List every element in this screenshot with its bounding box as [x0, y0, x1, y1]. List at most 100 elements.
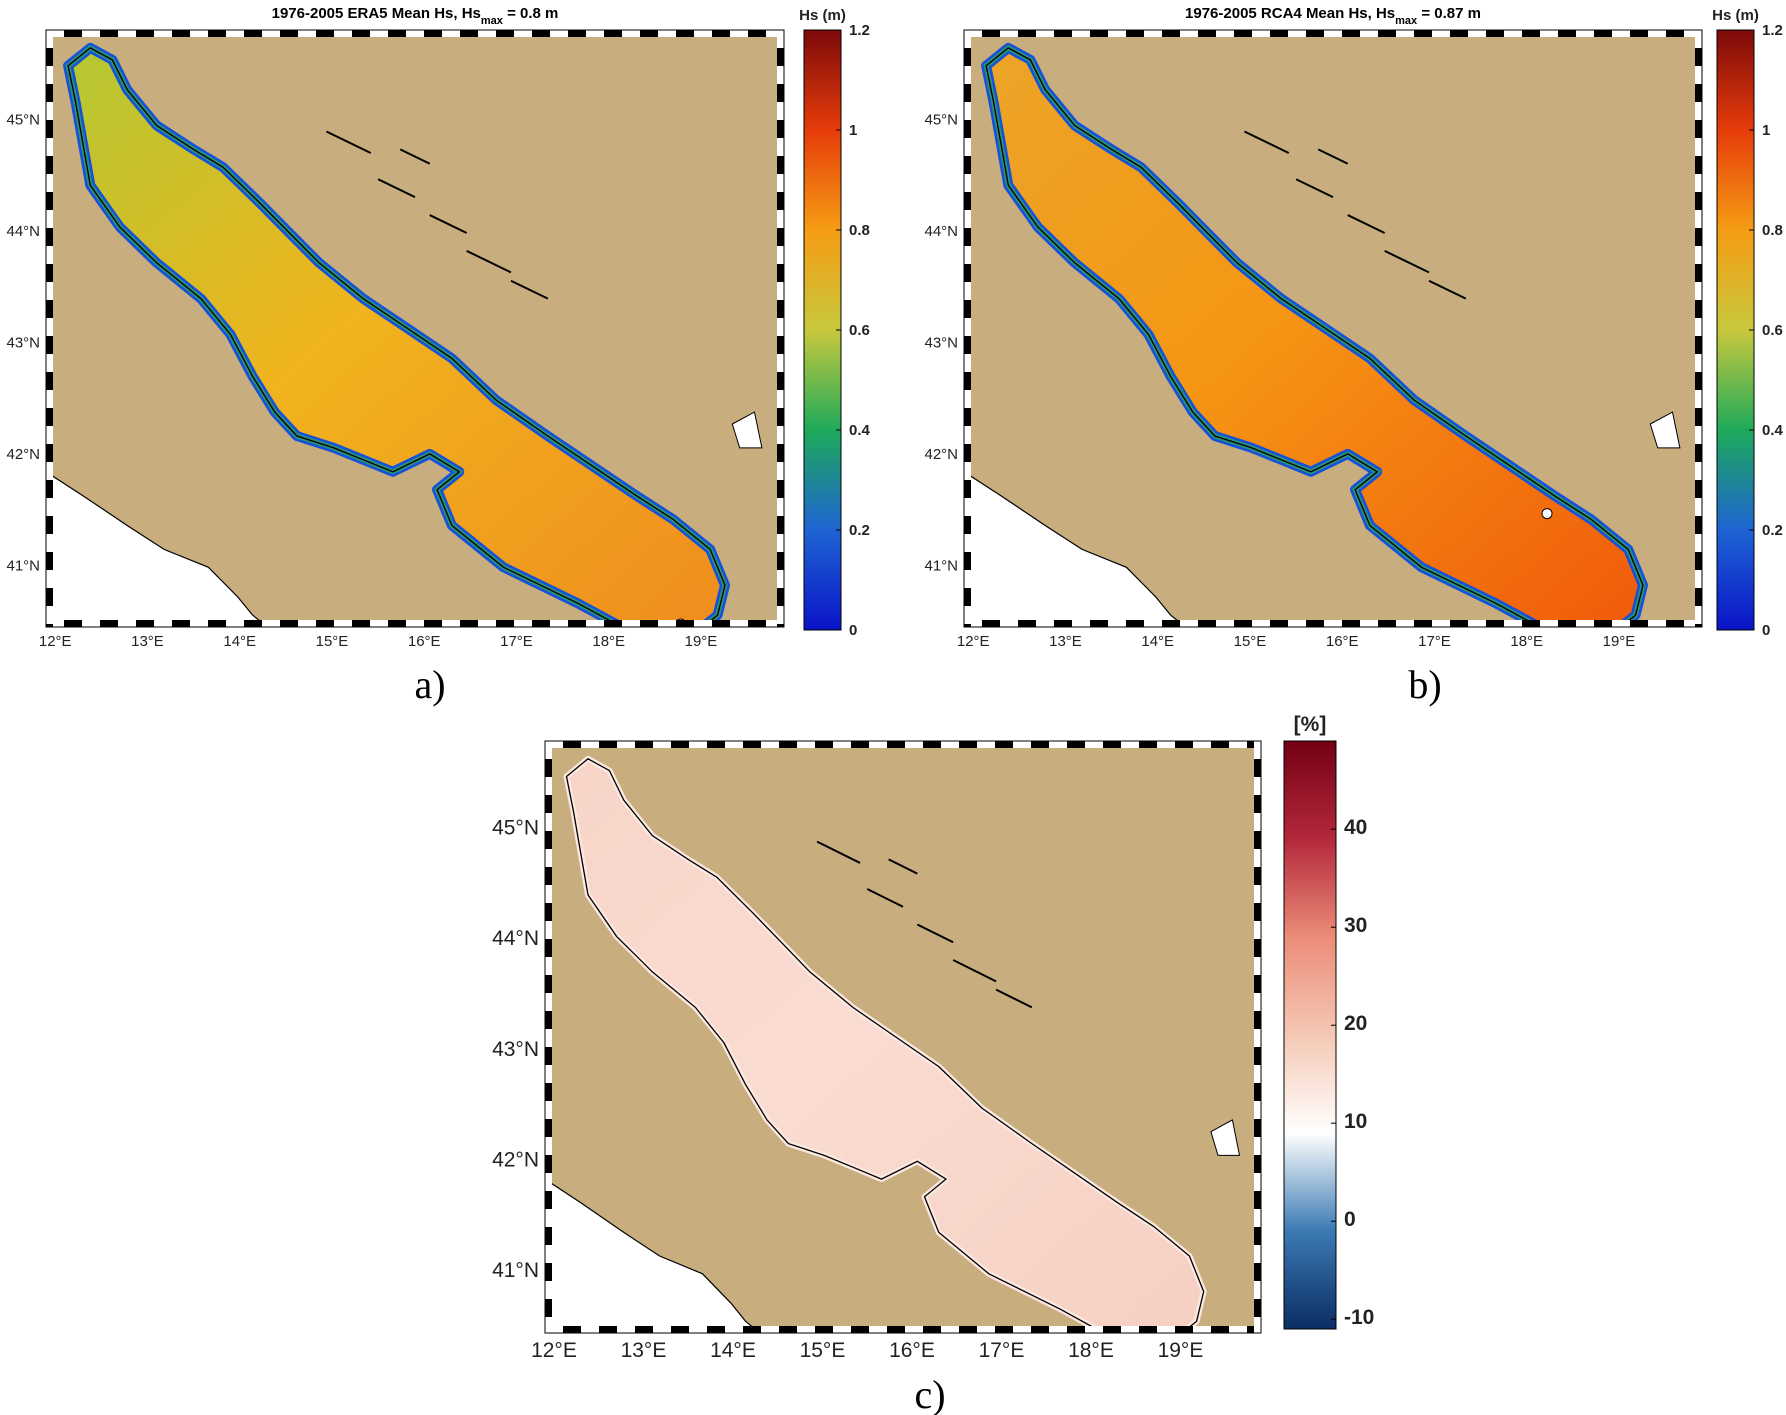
island	[1347, 214, 1386, 234]
panel-label: c)	[914, 1372, 945, 1415]
colorbar-tick: 40	[1344, 816, 1367, 839]
panel-c: 41°N 42°N 43°N 44°N 45°N 12°E 13°E 14°E 15°E 16°E…	[492, 713, 1374, 1415]
colorbar-tick: 0.4	[849, 422, 871, 439]
lon-tick: 19°E	[1603, 633, 1636, 650]
panel-b: 1976-2005 RCA4 Mean Hs, Hsmax = 0.87 m 41…	[924, 5, 1783, 707]
lon-tick: 15°E	[800, 1339, 846, 1362]
lat-tick: 43°N	[924, 334, 958, 351]
lat-tick: 45°N	[6, 111, 40, 128]
lat-tick: 43°N	[492, 1038, 539, 1061]
colorbar	[1283, 740, 1337, 1330]
colorbar-label: Hs (m)	[799, 7, 846, 24]
lon-tick: 18°E	[1068, 1339, 1114, 1362]
lon-tick: 12°E	[531, 1339, 577, 1362]
lat-tick: 44°N	[492, 927, 539, 950]
island	[377, 178, 416, 199]
colorbar	[1716, 29, 1755, 631]
outside-patch	[731, 411, 763, 449]
colorbar-tick: 1	[1762, 122, 1770, 139]
lat-tick: 41°N	[6, 558, 40, 575]
lon-tick: 19°E	[1158, 1339, 1204, 1362]
lon-tick: 18°E	[1510, 633, 1543, 650]
colorbar-tick: -10	[1344, 1306, 1374, 1329]
panel-title: 1976-2005 ERA5 Mean Hs, Hsmax = 0.8 m	[272, 5, 559, 27]
outside-patch	[1210, 1119, 1241, 1156]
island	[952, 959, 997, 983]
island	[816, 840, 861, 864]
island	[995, 988, 1033, 1009]
lat-tick: 44°N	[6, 223, 40, 240]
lat-tick: 44°N	[924, 223, 958, 240]
colorbar-tick: 0.4	[1762, 422, 1784, 439]
outside-patch	[1649, 411, 1681, 449]
colorbar-label: Hs (m)	[1712, 7, 1759, 24]
lon-tick: 12°E	[39, 633, 72, 650]
lat-tick: 42°N	[6, 446, 40, 463]
outside-domain	[964, 471, 1187, 627]
island	[399, 148, 431, 165]
colorbar-tick: 10	[1344, 1110, 1367, 1133]
lat-tick: 42°N	[492, 1148, 539, 1171]
lon-tick: 16°E	[408, 633, 441, 650]
lon-tick: 14°E	[223, 633, 256, 650]
colorbar-tick: 0	[1344, 1208, 1356, 1231]
outside-domain	[46, 471, 269, 627]
coastline	[565, 758, 1205, 1333]
colorbar-tick: 0.2	[849, 522, 870, 539]
colorbar-label: [%]	[1294, 713, 1327, 736]
coastline	[67, 47, 726, 627]
max-marker	[1541, 508, 1553, 520]
colorbar-tick: 0.6	[849, 322, 870, 339]
island	[916, 923, 954, 944]
lat-tick: 45°N	[924, 111, 958, 128]
map-frame	[45, 29, 785, 628]
colorbar-tick: 1	[849, 122, 857, 139]
lon-tick: 12°E	[957, 633, 990, 650]
lat-tick: 42°N	[924, 446, 958, 463]
lon-tick: 19°E	[685, 633, 718, 650]
lon-tick: 15°E	[316, 633, 349, 650]
island	[466, 249, 512, 274]
colorbar	[803, 29, 842, 631]
colorbar-tick: 0.8	[1762, 222, 1783, 239]
lon-tick: 13°E	[1049, 633, 1082, 650]
lon-tick: 17°E	[979, 1339, 1025, 1362]
lat-tick: 43°N	[6, 334, 40, 351]
outside-domain	[545, 1178, 761, 1333]
lon-tick: 17°E	[1418, 633, 1451, 650]
island	[1428, 279, 1467, 300]
lon-tick: 13°E	[621, 1339, 667, 1362]
colorbar-tick: 30	[1344, 914, 1367, 937]
island	[866, 888, 904, 908]
lat-tick: 45°N	[492, 817, 539, 840]
colorbar-tick: 0	[1762, 622, 1770, 639]
colorbar-tick: 20	[1344, 1012, 1367, 1035]
lon-tick: 17°E	[500, 633, 533, 650]
colorbar-tick: 0	[849, 622, 857, 639]
colorbar-tick: 1.2	[849, 22, 870, 39]
lon-tick: 14°E	[710, 1339, 756, 1362]
lon-tick: 15°E	[1234, 633, 1267, 650]
panel-label: b)	[1408, 662, 1441, 707]
island	[1244, 130, 1290, 154]
island	[888, 858, 918, 875]
island	[510, 279, 549, 300]
lon-tick: 16°E	[1326, 633, 1359, 650]
panel-label: a)	[414, 662, 445, 707]
island	[429, 214, 468, 234]
lon-tick: 14°E	[1141, 633, 1174, 650]
map-frame	[963, 29, 1703, 628]
map-frame	[544, 740, 1262, 1334]
island	[1384, 249, 1430, 274]
lon-tick: 16°E	[889, 1339, 935, 1362]
colorbar-tick: 1.2	[1762, 22, 1783, 39]
panel-title: 1976-2005 RCA4 Mean Hs, Hsmax = 0.87 m	[1185, 5, 1481, 27]
lat-tick: 41°N	[492, 1259, 539, 1282]
lon-tick: 13°E	[131, 633, 164, 650]
colorbar-tick: 0.6	[1762, 322, 1783, 339]
colorbar-tick: 0.2	[1762, 522, 1783, 539]
lat-tick: 41°N	[924, 558, 958, 575]
island	[1317, 148, 1349, 165]
coastline	[985, 47, 1644, 627]
